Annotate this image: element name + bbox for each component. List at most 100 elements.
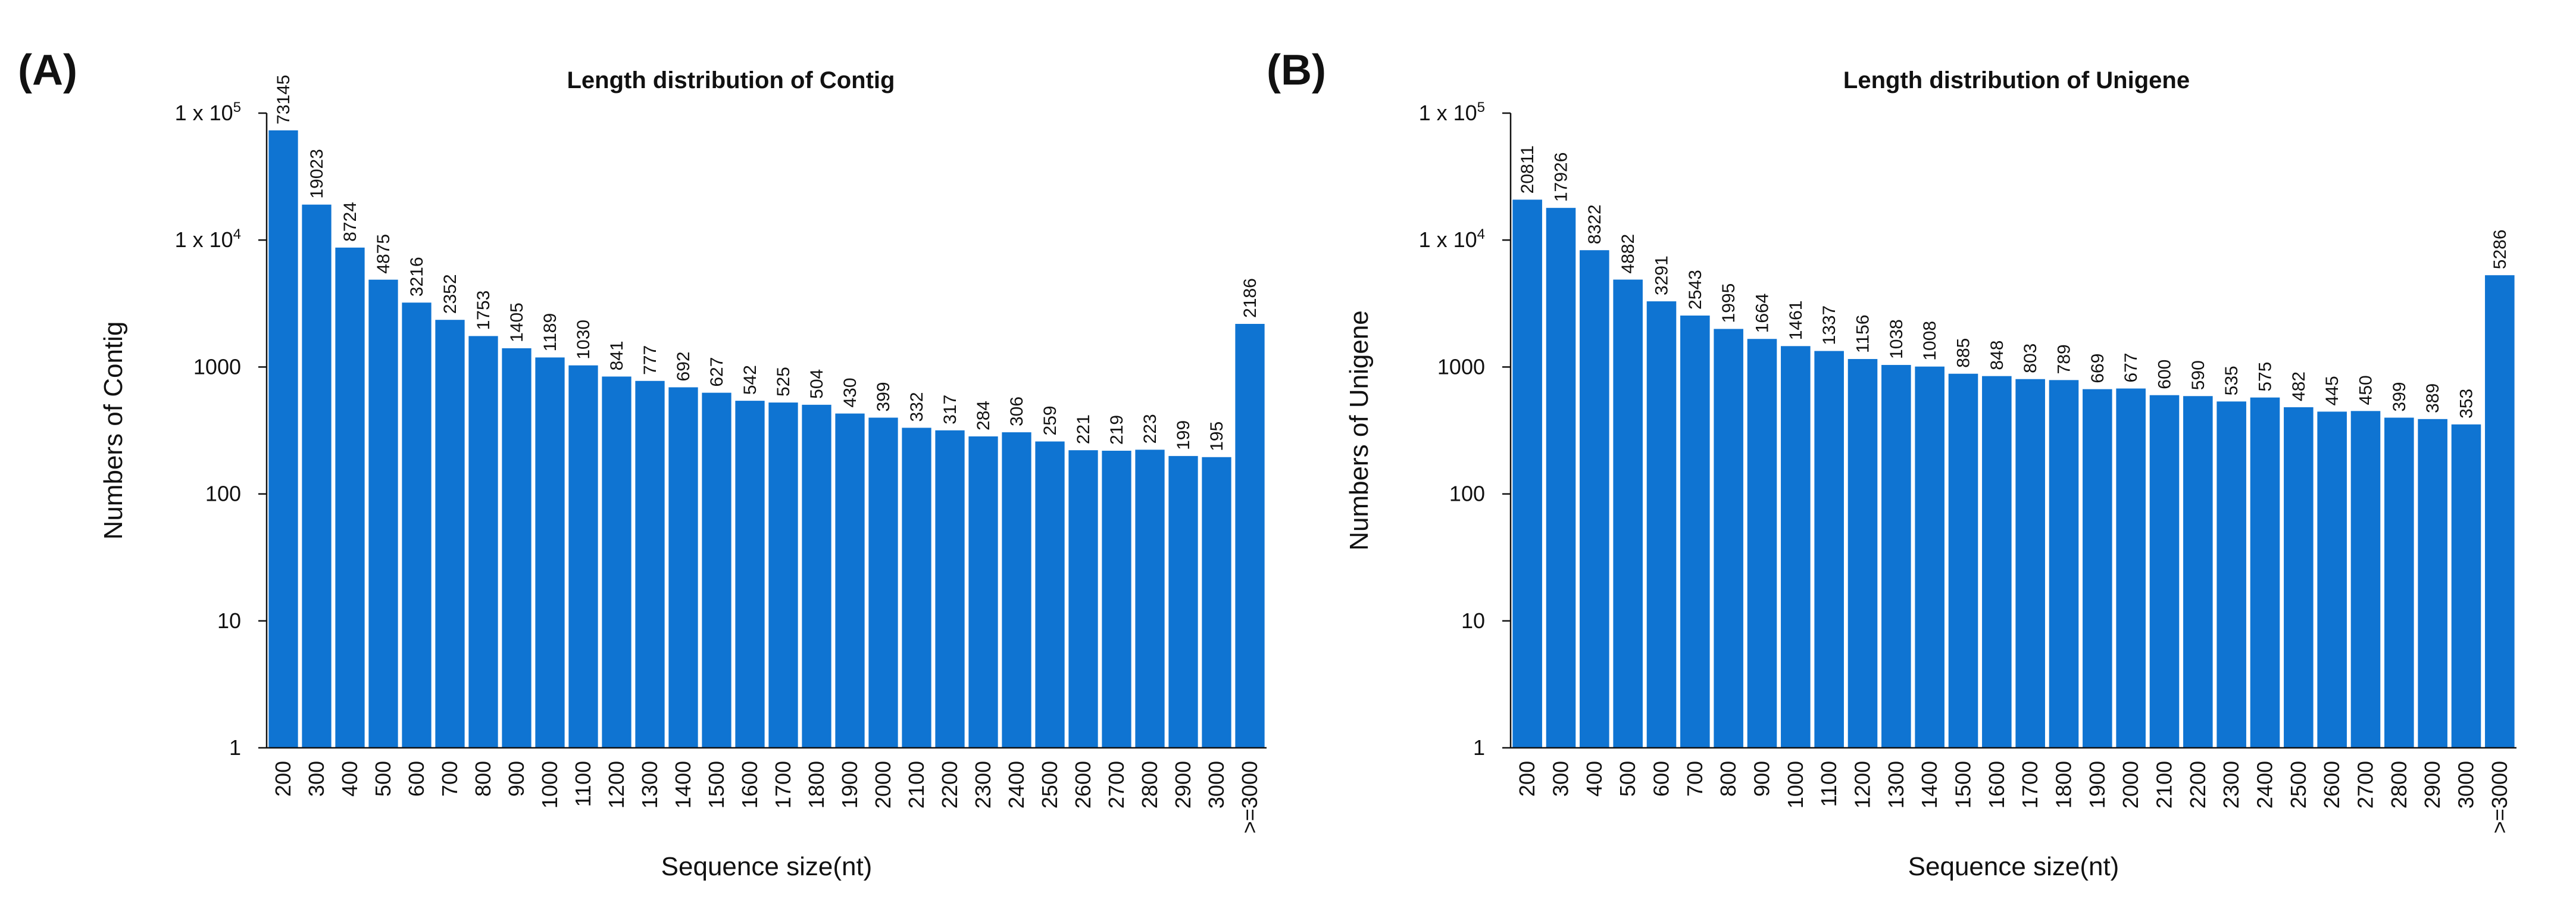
x-tick-label: 1700: [2018, 761, 2042, 809]
data-label: 1461: [1786, 301, 1806, 341]
data-label: 19023: [307, 149, 327, 198]
x-axis-label: Sequence size(nt): [661, 852, 873, 881]
data-label: 504: [807, 369, 827, 399]
x-tick-label: >=3000: [2487, 761, 2512, 834]
bar: [1982, 376, 2012, 748]
bar: [2451, 424, 2481, 748]
data-label: 389: [2423, 383, 2443, 413]
data-label: 5286: [2490, 229, 2510, 269]
data-label: 1030: [574, 320, 593, 360]
x-tick-label: 500: [371, 761, 395, 797]
data-label: 199: [1174, 420, 1193, 450]
x-tick-label: 2600: [2319, 761, 2344, 809]
data-label: 8322: [1585, 204, 1605, 244]
bar: [435, 320, 465, 748]
data-label: 677: [2121, 352, 2141, 382]
bar: [1102, 451, 1131, 748]
data-label: 535: [2222, 366, 2242, 395]
y-tick-label: 10: [1461, 608, 1485, 633]
x-tick-label: 2100: [2152, 761, 2177, 809]
y-tick-label: 1000: [193, 354, 241, 379]
data-label: 284: [974, 401, 993, 430]
bar: [1613, 279, 1643, 748]
x-tick-label: 2100: [904, 761, 929, 809]
data-label: 219: [1107, 415, 1127, 445]
y-tick-label: 100: [205, 482, 241, 506]
data-label: 1995: [1719, 283, 1739, 323]
data-label: 4875: [374, 234, 393, 274]
x-tick-label: 2500: [1037, 761, 1062, 809]
data-label: 195: [1207, 422, 1227, 451]
x-tick-label: 800: [471, 761, 495, 797]
x-tick-label: 600: [404, 761, 429, 797]
data-label: 1038: [1887, 319, 1906, 359]
bar: [1546, 208, 1576, 748]
data-label: 306: [1007, 397, 1027, 426]
bar: [1881, 364, 1911, 748]
x-tick-label: 1200: [604, 761, 629, 809]
x-tick-label: 2900: [2420, 761, 2444, 809]
data-label: 430: [840, 377, 860, 407]
bar: [1135, 450, 1165, 748]
y-tick-label: 1000: [1437, 354, 1485, 379]
bar: [2149, 395, 2180, 748]
bar: [1235, 323, 1265, 748]
x-tick-label: 3000: [2454, 761, 2478, 809]
x-tick-label: 2000: [871, 761, 895, 809]
bar: [1512, 199, 1542, 748]
data-label: 332: [907, 392, 927, 422]
bar: [1680, 315, 1710, 748]
x-tick-label: 2800: [1137, 761, 1162, 809]
panel-label: (B): [1267, 46, 1326, 94]
y-tick-label: 1 x 105: [175, 99, 241, 125]
x-tick-label: 300: [1549, 761, 1573, 797]
data-label: 600: [2155, 360, 2175, 389]
bar: [868, 417, 898, 748]
bar: [368, 279, 398, 748]
x-tick-label: 2900: [1171, 761, 1195, 809]
data-label: 2543: [1686, 270, 1705, 310]
x-tick-label: 1900: [2085, 761, 2109, 809]
data-label: 841: [607, 341, 627, 370]
x-tick-label: 2700: [2353, 761, 2378, 809]
data-label: 803: [2021, 344, 2040, 373]
bar: [2116, 388, 2146, 748]
x-tick-label: 1100: [1817, 761, 1841, 807]
data-label: 2186: [1240, 278, 1260, 318]
x-tick-label: 500: [1615, 761, 1640, 797]
bar: [1948, 373, 1978, 748]
data-label: 1753: [474, 291, 493, 330]
x-tick-label: 2300: [2219, 761, 2243, 809]
x-tick-label: 400: [1582, 761, 1606, 797]
x-tick-label: 600: [1649, 761, 1674, 797]
bar: [1714, 329, 1743, 748]
data-label: 450: [2356, 375, 2376, 405]
bar: [1002, 432, 1031, 748]
chart-title: Length distribution of Unigene: [1843, 67, 2190, 93]
x-tick-label: 1300: [1884, 761, 1908, 809]
data-label: 3216: [407, 257, 427, 297]
data-label: 399: [2390, 382, 2409, 411]
bar: [935, 430, 965, 748]
y-tick-label: 1 x 105: [1419, 99, 1485, 125]
bar: [735, 401, 765, 748]
data-label: 4882: [1618, 234, 1638, 274]
panel-label: (A): [18, 46, 77, 94]
bar: [1915, 366, 1944, 748]
data-label: 399: [874, 382, 893, 411]
bar: [302, 204, 332, 748]
x-tick-label: 200: [271, 761, 295, 797]
data-label: 542: [740, 365, 760, 395]
data-label: 3291: [1652, 255, 1672, 295]
bar: [2350, 411, 2381, 748]
data-label: 692: [674, 351, 693, 381]
x-axis-label: Sequence size(nt): [1908, 852, 2119, 881]
data-label: 525: [774, 367, 793, 397]
x-tick-label: 700: [437, 761, 462, 797]
x-tick-label: 1200: [1850, 761, 1875, 809]
data-label: 575: [2256, 362, 2275, 392]
bar: [968, 436, 998, 748]
bar: [1781, 346, 1811, 748]
bar: [2217, 401, 2246, 748]
